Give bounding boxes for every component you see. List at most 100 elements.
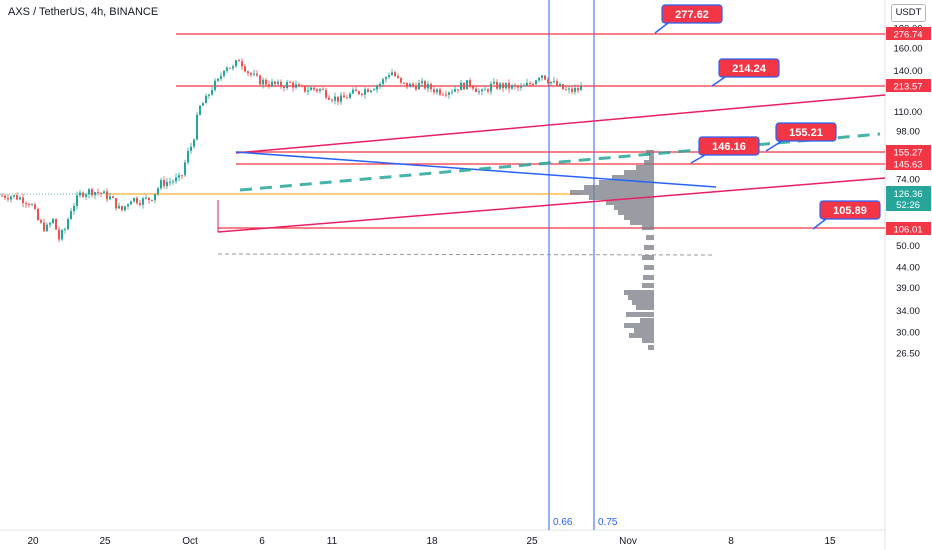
callout-label: 214.24 bbox=[732, 63, 767, 75]
candle bbox=[235, 60, 237, 67]
candle bbox=[550, 81, 552, 84]
candle bbox=[367, 89, 369, 92]
candle bbox=[526, 82, 528, 86]
volume-profile-bar bbox=[570, 190, 654, 195]
axis-price-text: 213.57 bbox=[893, 82, 922, 93]
upper-channel-line bbox=[235, 94, 886, 154]
y-tick-label: 30.00 bbox=[896, 327, 920, 338]
axis-price-tag bbox=[886, 79, 931, 92]
last-price-tag bbox=[886, 186, 931, 211]
candle bbox=[94, 192, 96, 196]
candle bbox=[250, 72, 252, 75]
y-tick-label: 44.00 bbox=[896, 263, 920, 274]
candle bbox=[1, 195, 3, 197]
candle bbox=[355, 89, 357, 92]
x-tick-label: 8 bbox=[728, 536, 734, 547]
x-tick-label: 11 bbox=[327, 536, 338, 547]
candle bbox=[28, 204, 30, 206]
volume-profile-bar bbox=[612, 175, 654, 180]
candle bbox=[226, 67, 228, 71]
candle bbox=[40, 220, 42, 223]
candle bbox=[163, 180, 165, 187]
candle bbox=[67, 219, 69, 230]
candle bbox=[151, 199, 153, 201]
axis-price-text: 276.74 bbox=[893, 30, 922, 41]
candle bbox=[529, 82, 531, 85]
candle bbox=[559, 84, 561, 86]
volume-profile-bar bbox=[632, 300, 654, 305]
callout-box bbox=[661, 4, 723, 24]
candle bbox=[298, 84, 300, 86]
candle bbox=[313, 87, 315, 90]
candle bbox=[265, 79, 267, 85]
candle bbox=[307, 90, 309, 92]
candle bbox=[310, 87, 312, 91]
candle bbox=[241, 61, 243, 67]
candle bbox=[556, 81, 558, 86]
candle bbox=[463, 82, 465, 90]
callout-box bbox=[698, 136, 760, 156]
candle bbox=[403, 82, 405, 84]
candle bbox=[394, 72, 396, 77]
countdown-text: 52:26 bbox=[896, 200, 920, 211]
candle bbox=[328, 97, 330, 100]
candle bbox=[193, 139, 195, 147]
candle bbox=[49, 223, 51, 225]
candle bbox=[331, 99, 333, 101]
y-tick-label: 98.00 bbox=[896, 127, 920, 138]
candle bbox=[256, 73, 258, 76]
volume-profile-bar bbox=[644, 265, 654, 270]
candle bbox=[103, 191, 105, 194]
candle bbox=[460, 82, 462, 91]
candle bbox=[202, 103, 204, 106]
candle bbox=[247, 71, 249, 73]
fib-label: 0.66 bbox=[553, 517, 573, 528]
candle bbox=[25, 203, 27, 205]
candle bbox=[31, 204, 33, 206]
candle bbox=[577, 88, 579, 91]
volume-profile-bar bbox=[589, 195, 654, 200]
y-tick-label: 50.00 bbox=[896, 241, 920, 252]
candle bbox=[52, 218, 54, 224]
x-tick-label: 18 bbox=[426, 536, 438, 547]
volume-profile-bar bbox=[628, 295, 654, 300]
candle bbox=[109, 196, 111, 200]
volume-profile-bar bbox=[648, 345, 654, 350]
candle bbox=[208, 94, 210, 96]
callout-pointer bbox=[812, 218, 827, 230]
volume-profile-bar bbox=[646, 235, 654, 240]
volume-profile-bar bbox=[636, 165, 654, 170]
candle bbox=[385, 77, 387, 80]
candle bbox=[481, 89, 483, 92]
candle bbox=[19, 197, 21, 200]
candle bbox=[124, 206, 126, 211]
candle bbox=[238, 60, 240, 62]
candle bbox=[547, 79, 549, 84]
candle bbox=[187, 150, 189, 163]
callout-box bbox=[718, 58, 780, 78]
candle bbox=[490, 83, 492, 92]
candle bbox=[292, 82, 294, 88]
volume-profile-bar bbox=[614, 205, 654, 210]
candle bbox=[364, 89, 366, 95]
candle bbox=[418, 83, 420, 90]
candle bbox=[532, 84, 534, 86]
candle bbox=[409, 83, 411, 88]
candle bbox=[274, 81, 276, 85]
callout-label: 277.62 bbox=[675, 9, 709, 21]
candle bbox=[424, 81, 426, 89]
candle bbox=[139, 203, 141, 205]
candle bbox=[286, 82, 288, 89]
callout-box bbox=[819, 200, 881, 220]
callout-label: 146.16 bbox=[712, 141, 746, 153]
candle bbox=[562, 84, 564, 90]
candle bbox=[427, 83, 429, 89]
volume-profile-bar bbox=[626, 312, 654, 317]
candle bbox=[391, 72, 393, 76]
currency-button[interactable]: USDT bbox=[891, 4, 926, 22]
candle bbox=[388, 75, 390, 78]
candle bbox=[445, 94, 447, 96]
candle bbox=[565, 89, 567, 91]
candle bbox=[46, 224, 48, 232]
